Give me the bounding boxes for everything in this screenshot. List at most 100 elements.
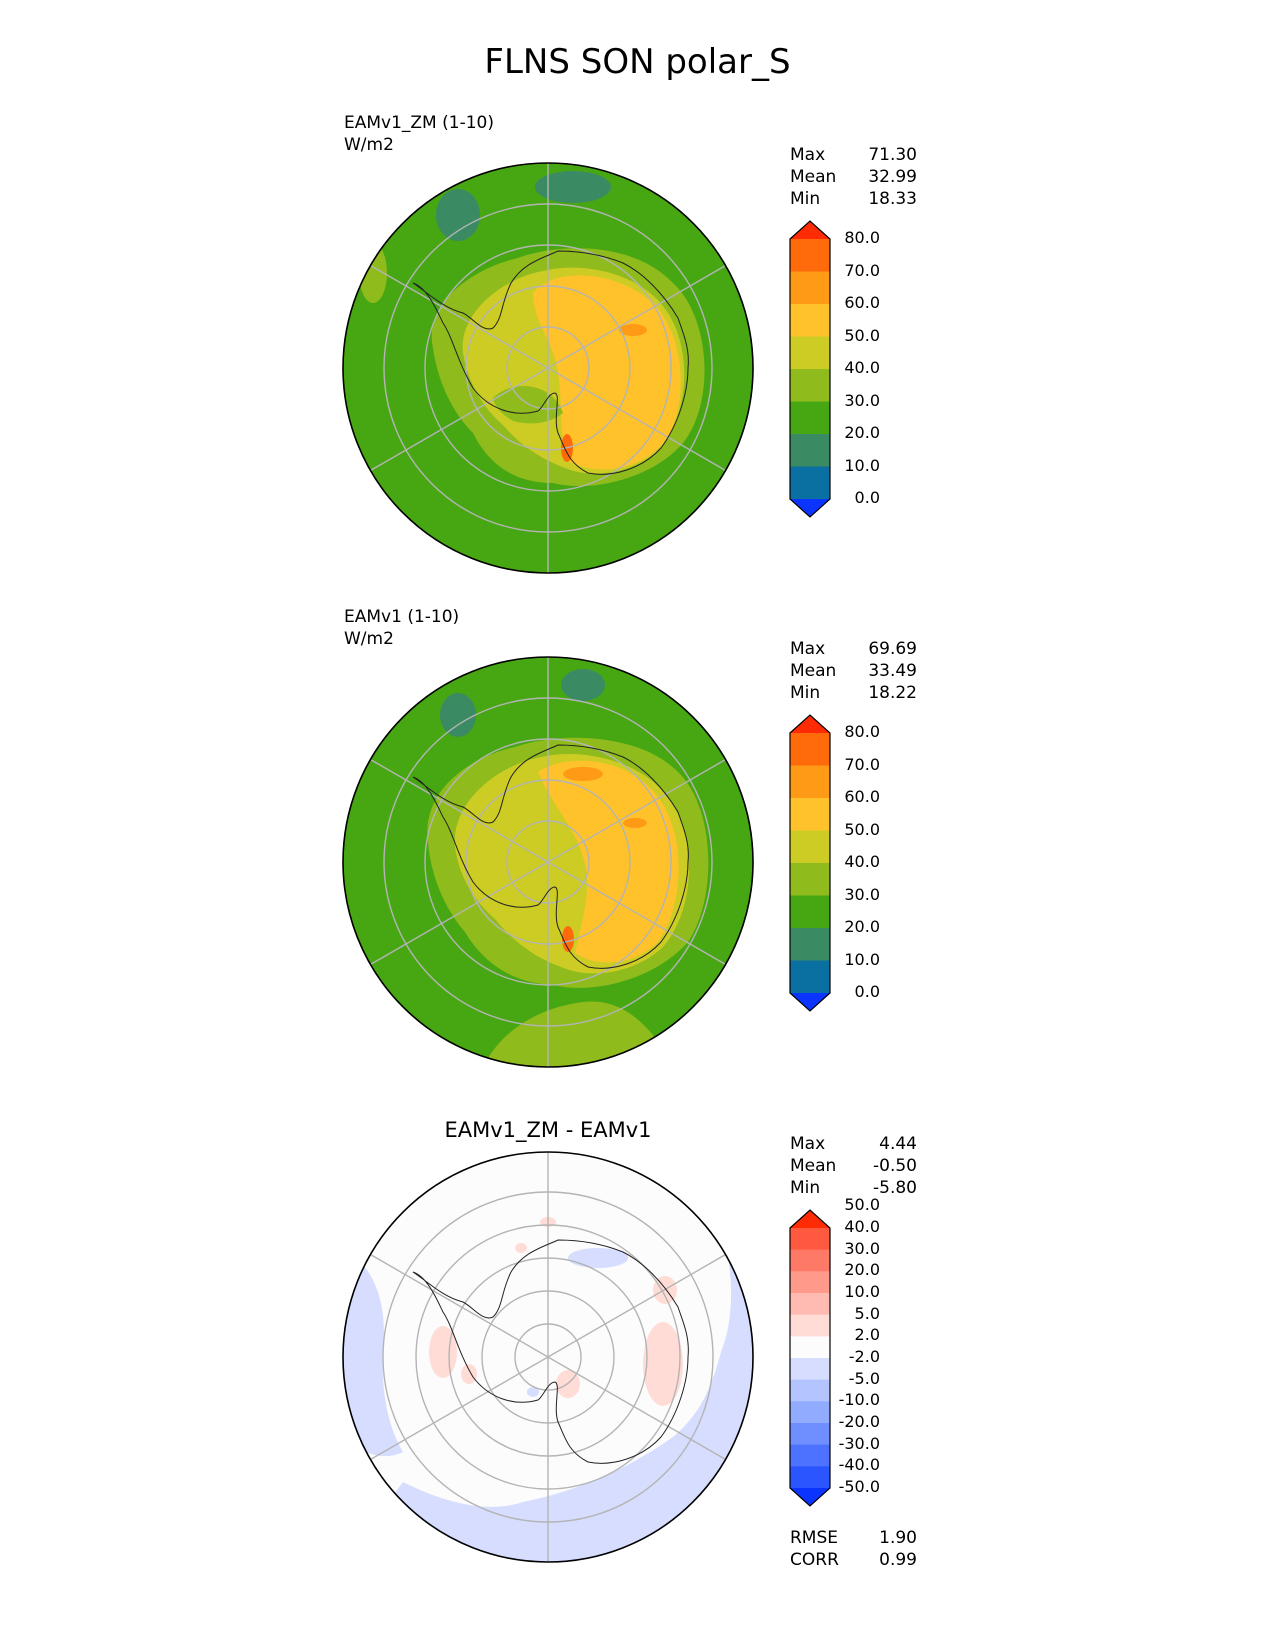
panel3-colorbar-extend-min: [790, 1488, 830, 1506]
panel1-stat-mean-value: 32.99: [868, 167, 917, 187]
panel1-colorbar-bin: [790, 271, 830, 305]
panel1-colorbar-tick-label: 80.0: [844, 228, 880, 247]
panel2-colorbar-bin: [790, 765, 830, 799]
panel1-colorbar-tick-label: 30.0: [844, 390, 880, 410]
panel1-map: [342, 162, 754, 574]
panel2-colorbar-bin: [790, 960, 830, 994]
panel1-colorbar-extend-min: [790, 499, 830, 517]
panel2-field-60-70: [563, 767, 603, 781]
panel2-colorbar-tick-label: 30.0: [844, 884, 880, 904]
panel2-colorbar-bin: [790, 830, 830, 864]
panel3-colorbar-tick-label: 2.0: [854, 1325, 880, 1345]
panel2-stat-max-label: Max: [790, 639, 826, 659]
panel1-colorbar-tick-label: 60.0: [844, 293, 880, 312]
panel1-colorbar-bin: [790, 336, 830, 370]
panel1-field-50-60: [533, 275, 681, 470]
panel3-colorbar-bin: [790, 1401, 830, 1424]
panel2-units: W/m2: [344, 629, 394, 649]
panel3-colorbar-bin: [790, 1249, 830, 1272]
panel2-colorbar-tick-label: 0.0: [854, 982, 880, 1001]
panel3-title: EAMv1_ZM - EAMv1: [444, 1118, 652, 1142]
panel1-coastline: [412, 250, 689, 475]
panel1-stat-max-value: 71.30: [868, 145, 917, 165]
panel1-colorbar-bin: [790, 466, 830, 500]
panel1-graticule: [370, 163, 726, 573]
panel3-colorbar-bin: [790, 1466, 830, 1489]
panel2-colorbar-extend-min: [790, 993, 830, 1011]
panel1-colorbar-tick-label: 50.0: [844, 325, 880, 345]
panel2-frame: [342, 656, 754, 1068]
panel3-pos-west-b: [461, 1364, 477, 1384]
panel3-colorbar-bin: [790, 1358, 830, 1381]
panel3-colorbar-bin: [790, 1293, 830, 1316]
panel3-metrics: RMSE 1.90 CORR 0.99: [790, 1527, 917, 1575]
panel2-colorbar-extend-max: [790, 715, 830, 733]
panel3-colorbar-bin: [790, 1379, 830, 1402]
panel2-stat-mean-label: Mean: [790, 661, 837, 681]
panel3-neg-north: [568, 1248, 628, 1268]
panel3-colorbar-tick-label: -20.0: [838, 1412, 880, 1431]
panel1-colorbar-bin: [790, 434, 830, 467]
panel3-stats: Max 4.44 Mean -0.50 Min -5.80: [790, 1133, 917, 1203]
panel2-colorbar-bin: [790, 863, 830, 896]
panel2-title-line1: EAMv1 (1-10): [344, 607, 460, 627]
panel2-colorbar: [789, 714, 831, 1012]
panel2-colorbar-tick-label: 10.0: [844, 949, 880, 969]
panel2-field-30-40-outer: [483, 1001, 673, 1067]
panel3-colorbar: [789, 1209, 831, 1507]
panel1-stat-min-value: 18.33: [868, 189, 917, 209]
panel3-pos-north-b: [515, 1243, 527, 1253]
panel2-stats: Max 69.69 Mean 33.49 Min 18.22: [790, 638, 917, 708]
panel3-colorbar-extend-max: [790, 1210, 830, 1228]
panel3-colorbar-tick-label: -50.0: [838, 1477, 880, 1496]
panel2-graticule: [370, 657, 726, 1067]
panel1-frame: [342, 162, 754, 574]
panel1-title-line1: EAMv1_ZM (1-10): [344, 113, 494, 133]
panel3-colorbar-tick-label: 50.0: [844, 1195, 880, 1215]
panel3-colorbar-tick-label: -40.0: [838, 1455, 880, 1475]
panel2-map: [342, 656, 754, 1068]
panel2-colorbar-tick-label: 40.0: [844, 852, 880, 871]
panel2-colorbar-bin: [790, 733, 830, 766]
panel3-colorbar-bin: [790, 1271, 830, 1294]
panel1-blob-b: [535, 171, 611, 203]
panel1-colorbar-tick-label: 10.0: [844, 455, 880, 475]
panel2-colorbar-bin: [790, 798, 830, 831]
panel3-colorbar-tick-label: -5.0: [848, 1368, 880, 1388]
panel2-colorbar-outline: [789, 714, 831, 1012]
panel1-units: W/m2: [344, 135, 394, 155]
panel3-colorbar-tick-label: 20.0: [844, 1260, 880, 1280]
panel1-colorbar-extend-max: [790, 221, 830, 239]
panel1-colorbar: [789, 220, 831, 518]
panel1-colorbar-bin: [790, 401, 830, 435]
figure-title: FLNS SON polar_S: [484, 42, 791, 82]
panel3-coastline: [412, 1239, 689, 1464]
panel1-stat-min-label: Min: [790, 189, 821, 209]
panel1-colorbar-tick-label: 0.0: [854, 488, 880, 507]
panel1-colorbar-tick-label: 20.0: [844, 423, 880, 442]
panel1-stats: Max 71.30 Mean 32.99 Min 18.33: [790, 144, 917, 214]
panel3-colorbar-tick-label: 5.0: [854, 1303, 880, 1323]
panel2-field-60-70-c: [562, 926, 574, 952]
panel1-colorbar-tick-label: 40.0: [844, 358, 880, 377]
panel2-colorbar-bin: [790, 895, 830, 929]
panel1-stat-max-label: Max: [790, 145, 826, 165]
panel3-colorbar-tick-label: 10.0: [844, 1282, 880, 1301]
panel3-stat-max-value: 4.44: [879, 1134, 917, 1154]
panel1-colorbar-outline: [789, 220, 831, 518]
panel3-colorbar-tick-label: -2.0: [848, 1347, 880, 1366]
panel2-coastline: [412, 744, 689, 969]
panel3-neg-center: [527, 1387, 539, 1397]
panel3-neg-west: [343, 1252, 403, 1457]
panel2-title: EAMv1 (1-10) W/m2: [344, 606, 459, 650]
panel1-colorbar-bin: [790, 239, 830, 272]
panel3-metric-corr-label: CORR: [790, 1550, 839, 1570]
panel3-metric-rmse-value: 1.90: [879, 1528, 917, 1548]
panel3-stat-mean-value: -0.50: [873, 1156, 917, 1176]
panel1-field-60-70: [619, 324, 647, 336]
panel2-stat-max-value: 69.69: [868, 639, 917, 659]
panel3-map: [342, 1151, 754, 1563]
panel3-colorbar-bin: [790, 1444, 830, 1467]
panel2-blob-a: [440, 693, 476, 737]
panel3-colorbar-tick-label: -10.0: [838, 1390, 880, 1410]
